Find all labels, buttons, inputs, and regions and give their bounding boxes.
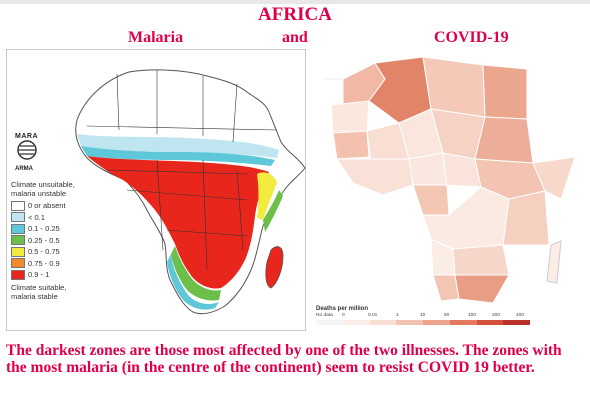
legend-swatch [11, 269, 25, 280]
covid-scale-step [476, 320, 504, 325]
legend-bottom-label: Climate suitable, malaria stable [11, 282, 67, 301]
legend-swatch [11, 235, 25, 246]
page-title: AFRICA [258, 4, 332, 25]
legend-row: 0 or absent [11, 200, 91, 212]
region-sudan [474, 116, 534, 164]
legend-swatch [11, 223, 25, 234]
legend-label: 0 or absent [28, 201, 66, 211]
legend-row: 0.25 - 0.5 [11, 235, 91, 247]
region-zambia [452, 244, 510, 276]
covid-legend: Deaths per million No data 0 0.01 1 10 5… [316, 306, 530, 325]
region-south-africa [454, 274, 510, 304]
malaria-zone-low [77, 134, 279, 158]
covid-legend-label: 10 [420, 313, 426, 318]
covid-map [323, 56, 576, 304]
legend-label: 0.75 - 0.9 [28, 258, 60, 268]
covid-heading: COVID-19 [434, 29, 509, 46]
madagascar [265, 246, 284, 289]
malaria-zone-high [87, 156, 269, 289]
covid-legend-label: No data [316, 313, 333, 318]
legend-swatch [11, 212, 25, 223]
legend-top-label: Climate unsuitable, malaria unstable [11, 180, 75, 198]
legend-swatch [11, 200, 25, 211]
malaria-map [75, 69, 306, 315]
covid-scale-step [449, 320, 477, 325]
region-nigeria [408, 152, 448, 186]
legend-row: < 0.1 [11, 212, 91, 224]
legend-row: 0.75 - 0.9 [11, 258, 91, 270]
region-cameroon [412, 184, 450, 216]
region-western-sahara [330, 100, 370, 134]
malaria-zone-green-east [263, 190, 283, 232]
legend-label: 0.1 - 0.25 [28, 224, 60, 234]
and-heading: and [282, 29, 308, 46]
malaria-legend: Climate unsuitable, malaria unstable 0 o… [11, 180, 91, 301]
mara-logo-text: MARA [15, 133, 38, 140]
covid-legend-label: 400 [516, 313, 525, 318]
covid-legend-label: 200 [492, 313, 501, 318]
covid-scale-step [316, 320, 343, 325]
covid-legend-label: 1 [396, 313, 399, 318]
covid-color-scale [316, 320, 530, 325]
caption-text: The darkest zones are those most affecte… [6, 342, 562, 376]
mara-logo [17, 140, 37, 160]
legend-label: 0.5 - 0.75 [28, 247, 60, 257]
legend-label: 0.25 - 0.5 [28, 235, 60, 245]
region-tunisia-libya [422, 56, 486, 118]
malaria-zone-south-light [167, 254, 219, 310]
covid-legend-label: 100 [468, 313, 477, 318]
arma-logo-text: ARMA [15, 166, 33, 172]
covid-legend-label: 50 [444, 313, 450, 318]
covid-map-panel [313, 49, 588, 334]
malaria-zone-lowmid [81, 146, 275, 166]
region-madagascar [546, 240, 562, 284]
covid-legend-title: Deaths per million [316, 306, 369, 312]
malaria-heading: Malaria [128, 29, 184, 46]
malaria-zone-mid-east [257, 172, 277, 220]
region-somalia [532, 156, 576, 200]
covid-legend-label: 0.01 [368, 313, 378, 318]
region-kenya-tanzania [502, 190, 550, 246]
covid-scale-step [423, 320, 450, 325]
covid-legend-labels: No data 0 0.01 1 10 50 100 200 400 [316, 312, 530, 320]
legend-label: < 0.1 [28, 212, 45, 222]
covid-scale-step [369, 320, 397, 325]
region-namibia [432, 274, 460, 302]
covid-scale-step [396, 320, 423, 325]
legend-row: 0.9 - 1 [11, 269, 91, 281]
malaria-zone-south-edge [171, 246, 221, 301]
legend-row: 0.5 - 0.75 [11, 246, 91, 258]
region-mauritania [332, 130, 370, 160]
covid-scale-step [342, 320, 370, 325]
legend-label: 0.9 - 1 [28, 270, 50, 280]
covid-legend-label: 0 [342, 313, 345, 318]
top-bar [0, 0, 590, 4]
malaria-map-panel: MARA ARMA Climate unsuitable, malaria un… [6, 49, 306, 331]
region-egypt [482, 64, 528, 120]
legend-row: 0.1 - 0.25 [11, 223, 91, 235]
legend-swatch [11, 258, 25, 269]
legend-swatch [11, 246, 25, 257]
region-west-coast [336, 158, 414, 196]
covid-scale-step [503, 320, 530, 325]
